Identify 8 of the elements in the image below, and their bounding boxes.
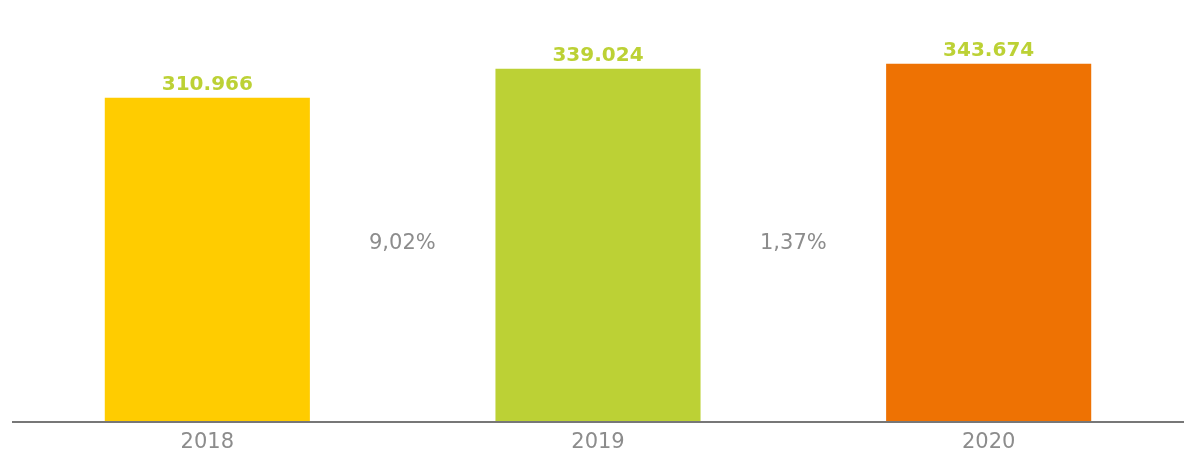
x-tick-label: 2018: [180, 429, 235, 454]
x-tick-label: 2020: [961, 429, 1016, 454]
annotation: 9,02%: [369, 230, 436, 254]
data-label: 343.674: [943, 36, 1035, 61]
x-tick-label: 2019: [571, 429, 625, 454]
data-label: 339.024: [552, 41, 644, 66]
annotation: 1,37%: [760, 230, 827, 254]
data-label: 310.966: [161, 70, 253, 95]
